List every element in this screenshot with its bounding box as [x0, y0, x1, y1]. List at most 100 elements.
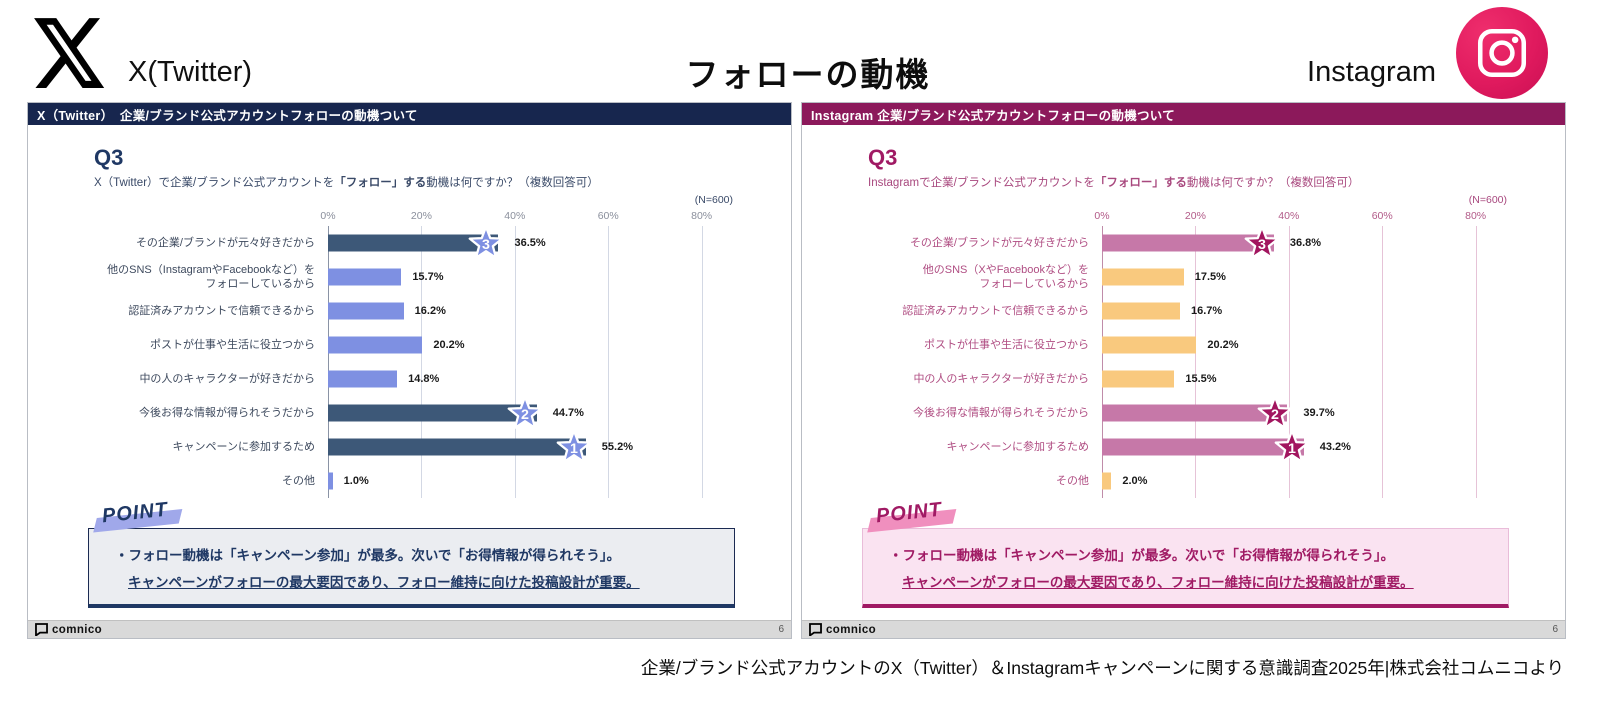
bar: [328, 302, 404, 320]
value-label: 20.2%: [1207, 339, 1239, 351]
gridline: [1382, 226, 1384, 498]
point-line-1: ・フォロー動機は「キャンペーン参加」が最多。次いで「お得情報が得られそう」。: [115, 548, 621, 563]
page-number: 6: [1552, 624, 1558, 635]
bar-area: 16.7%: [1102, 294, 1513, 328]
x-axis-ticks: 0% 20% 40% 60% 80%: [320, 208, 739, 226]
comnico-bubble-icon: [35, 623, 48, 636]
value-label: 36.8%: [1289, 237, 1322, 249]
panel-header: Instagram 企業/ブランド公式アカウントフォローの動機ついて: [802, 103, 1565, 125]
category-label: 今後お得な情報が得られそうだから: [139, 406, 315, 419]
value-label: 2.0%: [1122, 475, 1148, 487]
bar: [328, 404, 537, 422]
svg-text:1: 1: [1288, 441, 1296, 457]
gridline: [1102, 226, 1103, 498]
svg-text:3: 3: [1258, 237, 1266, 253]
point-box: ・フォロー動機は「キャンペーン参加」が最多。次いで「お得情報が得られそう」。 キ…: [862, 528, 1509, 608]
bar-row: その他 1.0%: [28, 464, 791, 498]
x-tick-label: 0%: [1094, 210, 1110, 222]
value-label: 1.0%: [343, 475, 369, 487]
bar-row: 他のSNS（InstagramやFacebookなど）を フォローしているから 15…: [28, 260, 791, 294]
x-axis-ticks: 0% 20% 40% 60% 80%: [1094, 208, 1513, 226]
comnico-bubble-icon: [809, 623, 822, 636]
question-number: Q3: [94, 145, 124, 170]
value-label: 39.7%: [1303, 407, 1335, 419]
x-tick-label: 40%: [504, 210, 526, 222]
panels-container: X（Twitter） 企業/ブランド公式アカウントフォローの動機ついて Q3 X…: [27, 102, 1566, 639]
x-tick-label: 0%: [320, 210, 336, 222]
gridline: [1475, 226, 1477, 498]
svg-text:2: 2: [521, 407, 529, 423]
bar: [328, 336, 423, 354]
point-section: POINT ・フォロー動機は「キャンペーン参加」が最多。次いで「お得情報が得られ…: [862, 499, 1509, 608]
question-block: Q3 X（Twitter）で企業/ブランド公式アカウントを「フォロー」する動機は…: [94, 145, 791, 190]
bar: [1102, 302, 1180, 320]
bar-area: 43.2% 1: [1102, 429, 1513, 464]
bar-area: 2.0%: [1102, 464, 1513, 498]
category-label: その企業/ブランドが元々好きだから: [909, 236, 1089, 249]
bar: [1102, 472, 1112, 490]
rank-star-badge: 3: [467, 224, 505, 262]
value-label: 15.7%: [412, 271, 444, 283]
bar: [1102, 438, 1304, 456]
bar-chart: 0% 20% 40% 60% 80% その企業/ブランドが元々好きだから 36.5% 3 他の…: [28, 208, 791, 498]
bar-area: 20.2%: [328, 328, 739, 362]
bar-row: ポストが仕事や生活に役立つから 20.2%: [802, 328, 1565, 362]
point-line-2: キャンペーンがフォローの最大要因であり、フォロー維持に向けた投稿設計が重要。: [902, 575, 1414, 590]
point-label: POINT: [867, 498, 957, 533]
bar-row: 中の人のキャラクターが好きだから 14.8%: [28, 362, 791, 396]
bar-area: 36.5% 3: [328, 224, 739, 262]
x-brand-label: X(Twitter): [128, 56, 253, 88]
value-label: 15.5%: [1185, 373, 1217, 385]
source-caption: 企業/ブランド公式アカウントのX（Twitter）＆Instagramキャンペー…: [640, 658, 1564, 678]
svg-text:1: 1: [570, 441, 578, 457]
bar-row: 認証済みアカウントで信頼できるから 16.7%: [802, 294, 1565, 328]
bar-row: 他のSNS（XやFacebookなど）を フォローしているから 17.5%: [802, 260, 1565, 294]
bar-area: 14.8%: [328, 362, 739, 396]
rank-star-badge: 2: [506, 394, 544, 432]
panel-body: Q3 X（Twitter）で企業/ブランド公式アカウントを「フォロー」する動機は…: [28, 125, 791, 638]
bar: [328, 268, 402, 286]
gridline: [608, 226, 610, 498]
panel-instagram: Instagram 企業/ブランド公式アカウントフォローの動機ついて Q3 In…: [801, 102, 1566, 639]
bar-chart: 0% 20% 40% 60% 80% その企業/ブランドが元々好きだから 36.8% 3 他の…: [802, 208, 1565, 498]
bar: [328, 438, 586, 456]
category-label: その他: [1056, 474, 1089, 487]
question-number: Q3: [868, 145, 898, 170]
sample-size-label: (N=600): [1468, 194, 1507, 206]
bar-row: その企業/ブランドが元々好きだから 36.5% 3: [28, 224, 791, 262]
bar-row: その企業/ブランドが元々好きだから 36.8% 3: [802, 225, 1565, 260]
gridline: [701, 226, 703, 498]
bar: [1102, 234, 1274, 252]
x-tick-label: 60%: [597, 210, 619, 222]
value-label: 43.2%: [1319, 441, 1351, 453]
x-tick-label: 20%: [1184, 210, 1206, 222]
gridline: [421, 226, 423, 498]
category-label: 中の人のキャラクターが好きだから: [913, 372, 1089, 385]
x-tick-label: 40%: [1278, 210, 1300, 222]
bar-area: 36.8% 3: [1102, 225, 1513, 260]
bar-row: キャンペーンに参加するため 43.2% 1: [802, 429, 1565, 464]
panel-header: X（Twitter） 企業/ブランド公式アカウントフォローの動機ついて: [28, 103, 791, 125]
bar-row: ポストが仕事や生活に役立つから 20.2%: [28, 328, 791, 362]
point-section: POINT ・フォロー動機は「キャンペーン参加」が最多。次いで「お得情報が得られ…: [88, 499, 735, 608]
instagram-brand-label: Instagram: [1307, 56, 1436, 88]
svg-text:2: 2: [1271, 407, 1279, 423]
x-tick-label: 20%: [410, 210, 432, 222]
bar: [328, 472, 333, 490]
value-label: 17.5%: [1194, 271, 1226, 283]
chart-rows-area: その企業/ブランドが元々好きだから 36.8% 3 他のSNS（XやFacebookな…: [802, 225, 1565, 498]
bar-rows: その企業/ブランドが元々好きだから 36.5% 3 他のSNS（InstagramやF…: [28, 224, 791, 498]
value-label: 36.5%: [514, 237, 546, 249]
question-block: Q3 Instagramで企業/ブランド公式アカウントを「フォロー」する動機は何…: [868, 145, 1565, 190]
point-box: ・フォロー動機は「キャンペーン参加」が最多。次いで「お得情報が得られそう」。 キ…: [88, 528, 735, 608]
x-twitter-logo-icon: [34, 18, 105, 88]
svg-text:3: 3: [483, 237, 491, 253]
panel-footer: comnico 6: [28, 620, 791, 638]
panel-body: Q3 Instagramで企業/ブランド公式アカウントを「フォロー」する動機は何…: [802, 125, 1565, 638]
panel-footer: comnico 6: [802, 620, 1565, 638]
gridline: [1288, 226, 1290, 498]
x-tick-label: 80%: [691, 210, 713, 222]
value-label: 16.7%: [1190, 305, 1223, 317]
value-label: 44.7%: [552, 407, 584, 419]
point-line-1: ・フォロー動機は「キャンペーン参加」が最多。次いで「お得情報が得られそう」。: [889, 548, 1395, 563]
